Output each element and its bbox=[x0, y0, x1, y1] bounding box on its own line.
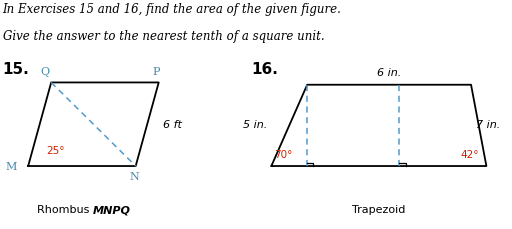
Text: 70°: 70° bbox=[274, 150, 292, 160]
Text: 6 in.: 6 in. bbox=[377, 68, 401, 78]
Text: 15.: 15. bbox=[3, 62, 29, 77]
Text: 25°: 25° bbox=[46, 146, 65, 156]
Text: 7 in.: 7 in. bbox=[476, 120, 500, 130]
Text: M: M bbox=[5, 162, 16, 172]
Text: 5 in.: 5 in. bbox=[243, 120, 267, 130]
Text: Q: Q bbox=[40, 67, 50, 77]
Text: In Exercises 15 and 16, find the area of the given figure.: In Exercises 15 and 16, find the area of… bbox=[3, 3, 342, 16]
Text: Rhombus: Rhombus bbox=[37, 205, 93, 215]
Text: Trapezoid: Trapezoid bbox=[352, 205, 406, 215]
Text: MNPQ: MNPQ bbox=[93, 205, 131, 215]
Text: N: N bbox=[130, 172, 140, 182]
Text: 6 ft: 6 ft bbox=[163, 120, 182, 130]
Text: P: P bbox=[153, 67, 160, 77]
Text: Give the answer to the nearest tenth of a square unit.: Give the answer to the nearest tenth of … bbox=[3, 30, 324, 43]
Text: 42°: 42° bbox=[461, 150, 479, 160]
Text: 16.: 16. bbox=[251, 62, 278, 77]
